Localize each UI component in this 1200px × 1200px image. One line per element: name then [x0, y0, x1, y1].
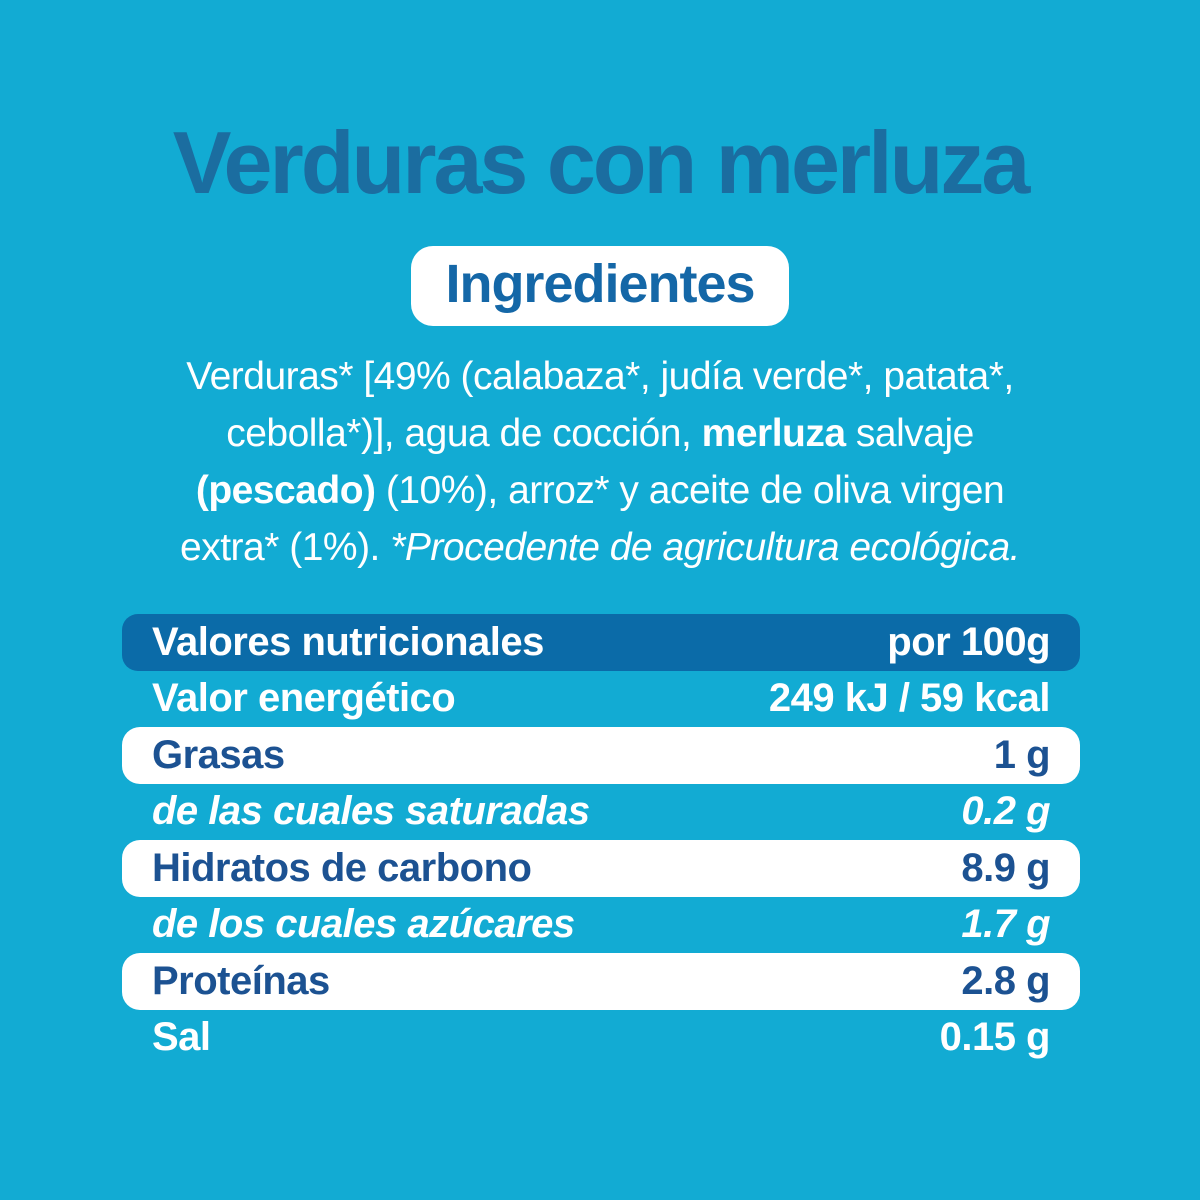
nutrition-row-value: 1.7 g — [961, 902, 1050, 947]
ingredients-line: (pescado) (10%), arroz* y aceite de oliv… — [195, 469, 1005, 512]
nutrition-row: Grasas 1 g — [122, 727, 1080, 784]
nutrition-row-value: 0.15 g — [939, 1015, 1051, 1060]
nutrition-row-value: 1 g — [993, 732, 1051, 777]
nutrition-row: Proteínas 2.8 g — [122, 953, 1080, 1010]
nutrition-row-value: 2.8 g — [961, 958, 1050, 1003]
nutrition-row-label: de los cuales azúcares — [152, 902, 575, 947]
nutrition-row: Hidratos de carbono 8.9 g — [122, 840, 1080, 897]
nutrition-table-rows: Valor energético 249 kJ / 59 kcal Grasas 1 … — [122, 671, 1080, 1067]
nutrition-header-label: Valores nutricionales — [152, 619, 544, 664]
nutrition-row-label: Grasas — [152, 732, 285, 777]
nutrition-row: de los cuales azúcares 1.7 g — [122, 897, 1080, 954]
product-title: Verduras con merluza — [172, 113, 1031, 212]
nutrition-header-row: Valores nutricionales por 100g — [122, 614, 1080, 671]
ingredients-line: cebolla*)], agua de cocción, merluza sal… — [226, 412, 974, 455]
nutrition-row-value: 0.2 g — [961, 789, 1050, 834]
nutrition-header-value: por 100g — [887, 619, 1050, 664]
nutrition-row: Sal 0.15 g — [122, 1010, 1080, 1067]
ingredients-line: Verduras* [49% (calabaza*, judía verde*,… — [186, 355, 1014, 398]
nutrition-row-label: Proteínas — [152, 958, 330, 1003]
ingredients-line: extra* (1%). *Procedente de agricultura … — [180, 526, 1020, 569]
nutrition-row: Valor energético 249 kJ / 59 kcal — [122, 671, 1080, 728]
nutrition-row-value: 249 kJ / 59 kcal — [768, 676, 1051, 721]
nutrition-row-label: Sal — [152, 1015, 211, 1060]
nutrition-table: Valores nutricionales por 100g Valor ene… — [122, 614, 1080, 1066]
nutrition-row-label: Valor energético — [152, 676, 456, 721]
nutrition-row: de las cuales saturadas 0.2 g — [122, 784, 1080, 841]
nutrition-row-value: 8.9 g — [961, 845, 1050, 890]
ingredients-pill: Ingredientes — [411, 246, 789, 326]
nutrition-row-label: de las cuales saturadas — [152, 789, 590, 834]
ingredients-section-header: Ingredientes — [0, 246, 1200, 326]
nutrition-row-label: Hidratos de carbono — [152, 845, 532, 890]
ingredients-text: Verduras* [49% (calabaza*, judía verde*,… — [80, 348, 1120, 576]
